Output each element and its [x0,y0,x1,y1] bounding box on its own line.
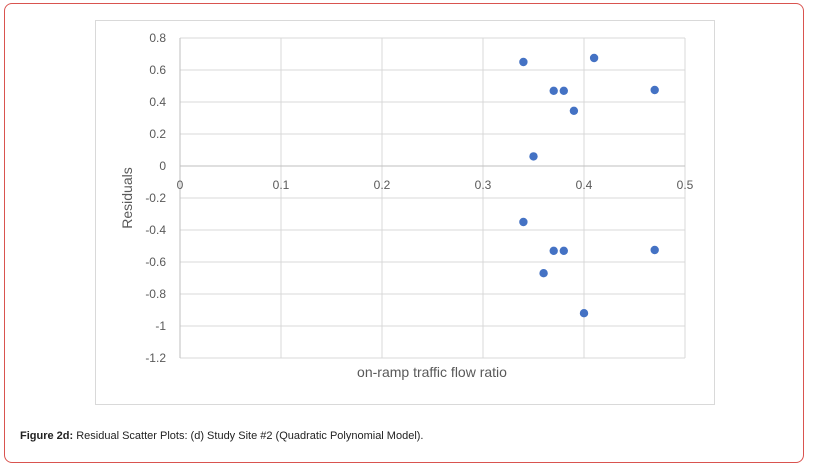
data-point [549,86,558,96]
x-tick-label: 0.1 [273,178,290,192]
x-tick-label: 0.5 [677,178,694,192]
x-tick-label: 0.3 [475,178,492,192]
x-tick-label: 0.4 [576,178,593,192]
y-tick-label: 0 [159,159,166,173]
data-point [539,269,548,278]
data-points [519,53,659,318]
y-tick-label: 0.2 [149,127,166,141]
data-point [650,245,659,255]
x-tick-label: 0 [177,178,184,192]
data-point [569,106,579,116]
y-tick-label: -0.8 [145,287,166,301]
x-tick-labels: 0 0.1 0.2 0.3 0.4 0.5 [177,178,694,192]
x-tick-label: 0.2 [374,178,391,192]
data-point [529,152,538,161]
data-point [650,85,659,95]
y-tick-label: -0.2 [145,191,166,205]
caption-label: Figure 2d: [20,430,74,442]
chart-area [95,20,715,405]
x-axis-label: on-ramp traffic flow ratio [357,364,507,380]
y-tick-label: 0.4 [149,95,166,109]
caption-text: Residual Scatter Plots: (d) Study Site #… [73,430,424,442]
y-tick-labels: 0.8 0.6 0.4 0.2 0 -0.2 -0.4 -0.6 -0.8 -1 -1.2 [145,31,166,365]
data-point [589,53,599,63]
data-point [519,217,528,227]
data-point [549,246,558,255]
y-tick-label: -0.6 [145,255,166,269]
data-point [519,57,528,67]
data-point [559,246,568,255]
data-point [579,309,589,318]
gridlines [180,37,686,359]
data-point [559,86,568,96]
y-tick-label: -1.2 [145,351,166,365]
figure-caption: Figure 2d: Residual Scatter Plots: (d) S… [20,430,424,442]
y-axis-label: Residuals [119,167,135,228]
y-tick-label: 0.8 [149,31,166,45]
axes [179,38,685,358]
y-tick-label: -1 [155,319,166,333]
y-tick-label: 0.6 [149,63,166,77]
y-tick-label: -0.4 [145,223,166,237]
